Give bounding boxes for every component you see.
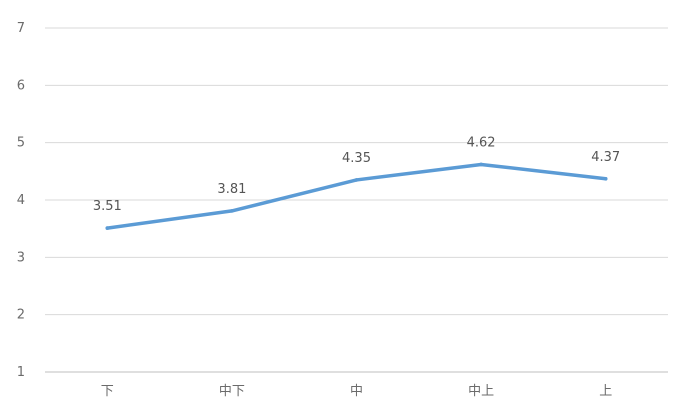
data-label: 4.37 (591, 150, 620, 165)
y-tick-label: 6 (17, 78, 25, 93)
x-tick-label: 中下 (219, 384, 245, 399)
x-tick-label: 下 (101, 384, 114, 399)
series-line (105, 162, 608, 230)
data-label: 3.51 (93, 199, 122, 214)
data-point (479, 162, 483, 167)
data-point (105, 226, 110, 230)
y-tick-label: 3 (17, 250, 25, 265)
y-tick-label: 1 (17, 365, 25, 380)
data-point (230, 209, 234, 213)
x-tick-label: 上 (599, 384, 612, 399)
data-point (354, 178, 359, 182)
y-tick-label: 5 (17, 136, 25, 151)
data-label: 4.62 (467, 135, 496, 150)
y-tick-label: 2 (17, 308, 25, 323)
y-tick-label: 7 (17, 21, 25, 36)
x-tick-label: 中 (350, 384, 363, 399)
data-label: 4.35 (342, 151, 371, 166)
y-tick-label: 4 (17, 193, 25, 208)
data-point (603, 176, 608, 181)
x-tick-label: 中上 (468, 384, 494, 399)
data-label: 3.81 (217, 182, 246, 197)
